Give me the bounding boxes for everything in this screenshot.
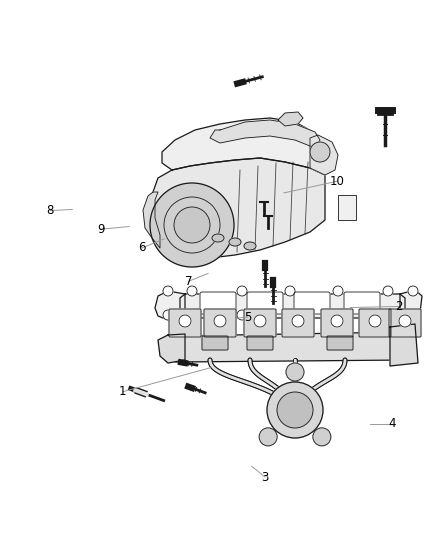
Circle shape bbox=[285, 310, 295, 320]
FancyBboxPatch shape bbox=[282, 309, 314, 337]
Polygon shape bbox=[155, 291, 185, 320]
Text: 6: 6 bbox=[138, 241, 146, 254]
Text: 7: 7 bbox=[184, 275, 192, 288]
Circle shape bbox=[214, 315, 226, 327]
Text: 1: 1 bbox=[119, 385, 127, 398]
Ellipse shape bbox=[244, 242, 256, 250]
FancyBboxPatch shape bbox=[202, 336, 228, 350]
Polygon shape bbox=[400, 290, 422, 320]
Text: 5: 5 bbox=[244, 311, 251, 324]
Circle shape bbox=[383, 310, 393, 320]
Ellipse shape bbox=[212, 234, 224, 242]
Polygon shape bbox=[158, 334, 185, 363]
Text: 3: 3 bbox=[261, 471, 268, 483]
Circle shape bbox=[286, 363, 304, 381]
Polygon shape bbox=[310, 135, 338, 175]
Circle shape bbox=[285, 286, 295, 296]
Circle shape bbox=[254, 315, 266, 327]
FancyBboxPatch shape bbox=[327, 336, 353, 350]
Polygon shape bbox=[153, 158, 325, 258]
Circle shape bbox=[174, 207, 210, 243]
FancyBboxPatch shape bbox=[244, 309, 276, 337]
Circle shape bbox=[331, 315, 343, 327]
Circle shape bbox=[408, 310, 418, 320]
FancyBboxPatch shape bbox=[338, 195, 356, 220]
FancyBboxPatch shape bbox=[247, 336, 273, 350]
Text: 10: 10 bbox=[330, 175, 345, 188]
FancyBboxPatch shape bbox=[200, 292, 236, 314]
Circle shape bbox=[187, 310, 197, 320]
Circle shape bbox=[399, 315, 411, 327]
Text: 4: 4 bbox=[388, 417, 396, 430]
Circle shape bbox=[313, 428, 331, 446]
Polygon shape bbox=[278, 112, 303, 126]
Circle shape bbox=[187, 286, 197, 296]
FancyBboxPatch shape bbox=[321, 309, 353, 337]
FancyBboxPatch shape bbox=[359, 309, 391, 337]
Circle shape bbox=[292, 315, 304, 327]
Circle shape bbox=[333, 286, 343, 296]
FancyBboxPatch shape bbox=[344, 292, 380, 314]
Circle shape bbox=[408, 286, 418, 296]
Circle shape bbox=[369, 315, 381, 327]
FancyBboxPatch shape bbox=[389, 309, 421, 337]
Text: 8: 8 bbox=[47, 204, 54, 217]
Text: 2: 2 bbox=[395, 300, 403, 313]
Circle shape bbox=[237, 286, 247, 296]
Circle shape bbox=[179, 315, 191, 327]
Circle shape bbox=[259, 428, 277, 446]
Polygon shape bbox=[390, 324, 418, 366]
Polygon shape bbox=[162, 118, 330, 175]
Polygon shape bbox=[143, 192, 160, 248]
Polygon shape bbox=[167, 332, 413, 362]
Circle shape bbox=[150, 183, 234, 267]
Circle shape bbox=[310, 142, 330, 162]
Polygon shape bbox=[210, 120, 320, 148]
Ellipse shape bbox=[229, 238, 241, 246]
FancyBboxPatch shape bbox=[294, 292, 330, 314]
Circle shape bbox=[163, 310, 173, 320]
FancyBboxPatch shape bbox=[247, 292, 283, 314]
FancyBboxPatch shape bbox=[204, 309, 236, 337]
FancyBboxPatch shape bbox=[169, 309, 201, 337]
Circle shape bbox=[333, 310, 343, 320]
Circle shape bbox=[163, 286, 173, 296]
Circle shape bbox=[383, 286, 393, 296]
Polygon shape bbox=[180, 294, 405, 318]
Circle shape bbox=[277, 392, 313, 428]
Circle shape bbox=[267, 382, 323, 438]
Text: 9: 9 bbox=[97, 223, 105, 236]
Circle shape bbox=[237, 310, 247, 320]
